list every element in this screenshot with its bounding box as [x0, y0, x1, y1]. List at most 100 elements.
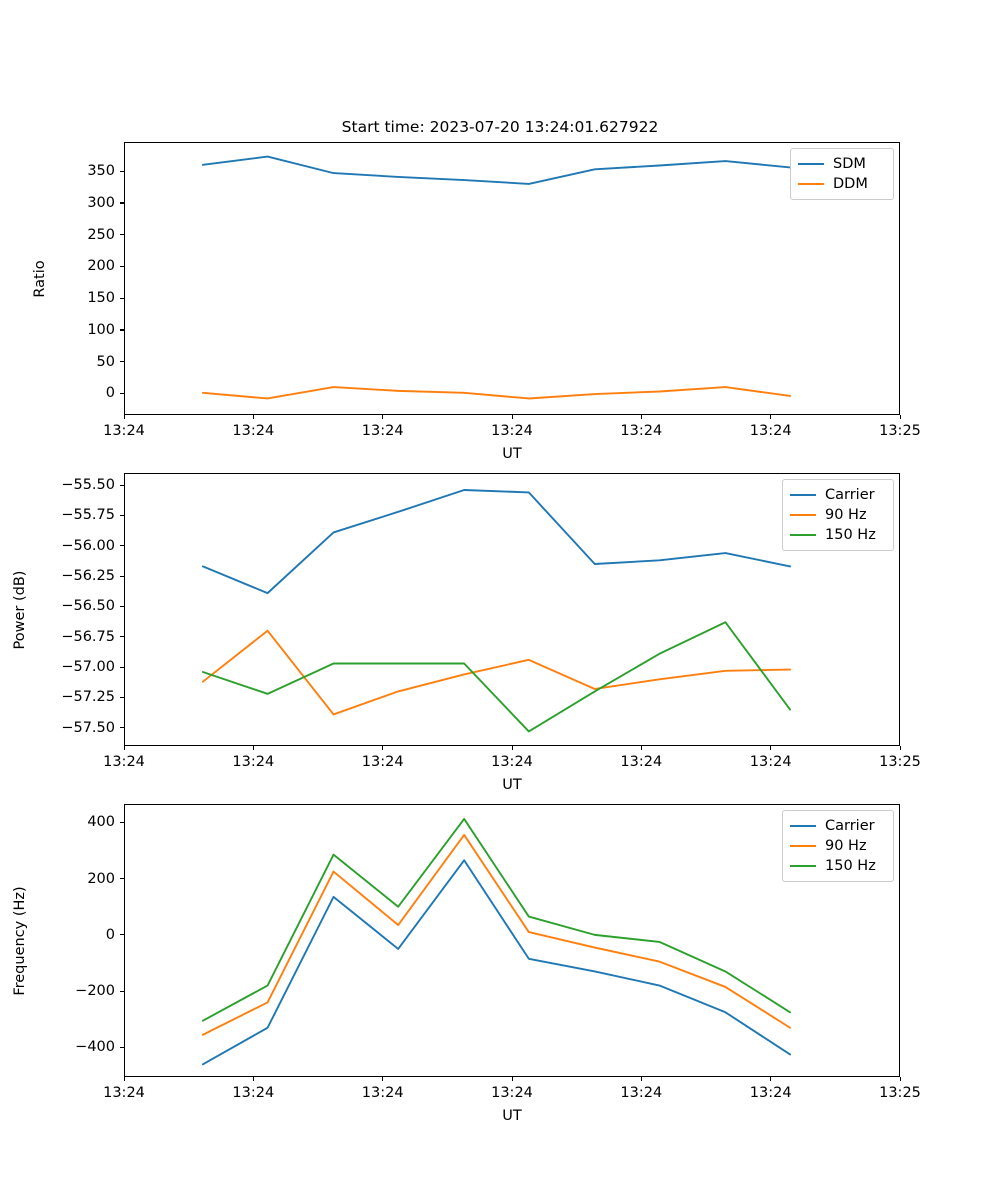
x-tick-mark	[899, 415, 901, 419]
legend-label: 90 Hz	[825, 838, 867, 854]
legend-item[interactable]: SDM	[798, 154, 886, 174]
y-tick-mark	[120, 484, 124, 486]
series-line	[201, 489, 792, 595]
x-tick-mark	[382, 1077, 384, 1081]
y-tick-mark	[120, 821, 124, 823]
y-tick-mark	[120, 514, 124, 517]
x-tick-mark	[252, 1077, 254, 1081]
x-tick-mark	[382, 415, 384, 419]
y-tick-label: 0	[105, 385, 115, 402]
x-tick-mark	[252, 415, 254, 419]
y-tick-mark	[120, 575, 124, 577]
x-tick-label: 13:24	[232, 1085, 275, 1101]
y-tick-mark	[120, 234, 124, 236]
y-tick-label: −57.50	[61, 719, 115, 736]
y-tick-label: 200	[87, 870, 115, 887]
legend-item[interactable]: Carrier	[790, 485, 886, 505]
x-tick-label: 13:24	[103, 754, 145, 770]
y-tick-mark	[120, 297, 124, 299]
x-tick-label: 13:24	[749, 754, 792, 770]
y-tick-label: −56.00	[61, 537, 115, 554]
x-tick-mark	[640, 1077, 642, 1081]
y-tick-mark	[120, 636, 124, 638]
x-tick-label: 13:24	[620, 754, 663, 770]
legend-line-icon	[790, 864, 816, 868]
x-tick-label: 13:24	[232, 423, 275, 439]
y-tick-label: −200	[75, 983, 115, 1000]
y-tick-label: 200	[87, 258, 115, 275]
x-axis-label: UT	[502, 777, 522, 793]
y-tick-mark	[120, 934, 124, 936]
legend-item[interactable]: 150 Hz	[790, 856, 886, 876]
x-tick-label: 13:24	[361, 423, 404, 439]
x-tick-mark	[899, 746, 901, 750]
x-tick-label: 13:24	[620, 1085, 663, 1101]
y-tick-mark	[120, 878, 124, 880]
y-tick-label: 300	[87, 194, 115, 211]
x-axis-label: UT	[502, 446, 522, 462]
x-tick-label: 13:24	[491, 423, 533, 439]
legend[interactable]: Carrier 90 Hz 150 Hz	[782, 810, 894, 882]
x-tick-mark	[640, 415, 642, 419]
y-tick-mark	[120, 727, 124, 729]
y-tick-mark	[120, 666, 124, 668]
axes-frame	[124, 473, 900, 746]
x-tick-mark	[511, 1077, 513, 1081]
figure-title: Start time: 2023-07-20 13:24:01.627922	[341, 118, 659, 136]
y-tick-mark	[120, 696, 124, 699]
legend-item[interactable]: 150 Hz	[790, 525, 886, 545]
x-tick-mark	[123, 415, 125, 419]
y-tick-label: 0	[105, 926, 115, 943]
axes-frame	[124, 142, 900, 415]
y-tick-mark	[120, 990, 124, 992]
y-tick-label: 100	[87, 321, 115, 338]
x-tick-label: 13:24	[749, 1085, 792, 1101]
legend-line-icon	[798, 182, 824, 186]
y-tick-label: −56.50	[61, 598, 115, 615]
y-tick-mark	[120, 1046, 124, 1049]
legend-item[interactable]: DDM	[798, 174, 886, 194]
x-tick-mark	[770, 415, 772, 419]
legend-item[interactable]: 90 Hz	[790, 505, 886, 525]
legend[interactable]: SDM DDM	[790, 148, 894, 200]
y-tick-label: −56.25	[61, 568, 115, 585]
x-tick-label: 13:25	[879, 423, 921, 439]
legend-line-icon	[790, 533, 816, 537]
legend-line-icon	[790, 513, 816, 517]
legend-line-icon	[790, 844, 816, 848]
y-tick-label: 250	[87, 226, 115, 243]
legend-line-icon	[798, 162, 824, 166]
x-tick-label: 13:24	[620, 423, 663, 439]
legend[interactable]: Carrier 90 Hz 150 Hz	[782, 479, 894, 551]
legend-line-icon	[790, 493, 816, 497]
series-line	[201, 859, 792, 1066]
x-tick-mark	[252, 746, 254, 750]
series-line	[201, 629, 792, 716]
y-tick-label: −57.00	[61, 659, 115, 676]
y-tick-mark	[120, 361, 124, 363]
x-tick-mark	[511, 415, 513, 419]
y-tick-label: −57.25	[61, 689, 115, 706]
x-tick-mark	[511, 746, 513, 750]
x-tick-mark	[770, 746, 772, 750]
x-tick-mark	[640, 746, 642, 750]
x-tick-label: 13:24	[232, 754, 275, 770]
x-tick-label: 13:24	[361, 1085, 404, 1101]
legend-label: 150 Hz	[825, 858, 876, 874]
legend-line-icon	[790, 824, 816, 828]
x-tick-label: 13:24	[361, 754, 404, 770]
series-line	[201, 834, 792, 1036]
legend-item[interactable]: Carrier	[790, 816, 886, 836]
y-tick-mark	[120, 202, 124, 204]
legend-item[interactable]: 90 Hz	[790, 836, 886, 856]
x-tick-label: 13:24	[491, 1085, 533, 1101]
legend-label: Carrier	[825, 487, 875, 503]
series-line	[201, 155, 792, 185]
x-tick-mark	[382, 746, 384, 750]
